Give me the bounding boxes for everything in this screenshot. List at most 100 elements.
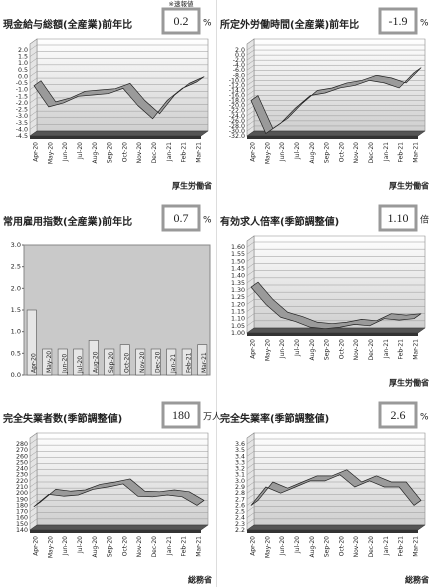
grid-line <box>246 494 425 500</box>
grid-line <box>29 57 208 64</box>
y-tick-label: 2.0 <box>235 47 245 54</box>
x-tick-label: Jun-20 <box>61 354 68 374</box>
grid-line <box>246 457 425 463</box>
x-tick-label: Nov-20 <box>353 142 360 164</box>
y-tick-label: 3.3 <box>235 459 245 466</box>
source: 厚生労働省 <box>389 181 429 191</box>
bar <box>57 348 68 376</box>
grid-line <box>29 451 208 457</box>
y-tick-label: 2.9 <box>235 484 245 491</box>
bar <box>42 348 53 376</box>
y-tick-label: -22.0 <box>229 108 245 115</box>
grid-line <box>29 457 208 463</box>
x-tick-label: Feb-21 <box>398 339 405 360</box>
y-tick-label: -32.0 <box>229 133 245 140</box>
y-tick-label: 3.1 <box>235 472 245 479</box>
bar <box>166 348 177 376</box>
bar <box>73 348 84 376</box>
x-tick-label: May-20 <box>264 536 271 558</box>
x-tick-label: Mar-21 <box>413 142 420 163</box>
unit: % <box>203 216 212 226</box>
highlight-value: -1.9 <box>389 14 408 28</box>
grid-line <box>246 263 425 269</box>
grid-line <box>246 475 425 482</box>
grid-line <box>29 463 208 469</box>
grid-line <box>246 64 425 71</box>
x-tick-label: May-20 <box>264 339 271 361</box>
x-tick-label: Jun-20 <box>279 142 286 162</box>
back-wall <box>36 432 209 526</box>
grid-line <box>246 481 425 488</box>
y-tick-label: -24.0 <box>229 113 245 120</box>
floor-edge <box>247 136 418 139</box>
x-tick-label: Sep-20 <box>324 142 331 163</box>
grid-line <box>29 104 208 110</box>
y-tick-label: 0.0 <box>18 73 28 80</box>
floor <box>29 130 209 137</box>
floor <box>29 524 209 531</box>
x-tick-label: Nov-20 <box>353 339 360 361</box>
grid-line <box>246 277 425 284</box>
x-tick-label: Jan-21 <box>166 536 173 556</box>
y-tick-label: 1.0 <box>11 328 21 336</box>
x-tick-label: Jul-20 <box>77 536 84 554</box>
y-tick-label: 1.0 <box>18 60 28 67</box>
y-tick-label: 170 <box>16 509 28 516</box>
chart-title: 現金給与総額(全産業)前年比 <box>3 18 132 31</box>
y-tick-label: 1.40 <box>231 273 245 280</box>
grid-line <box>246 248 425 255</box>
grid-line <box>29 64 208 71</box>
y-tick-label: 2.6 <box>235 502 245 509</box>
x-tick-label: Mar-21 <box>196 536 203 557</box>
x-tick-label: Feb-21 <box>181 142 188 163</box>
y-tick-label: 3.5 <box>235 447 245 454</box>
x-tick-label: Jul-20 <box>77 142 84 160</box>
y-tick-label: -8.0 <box>233 72 245 79</box>
y-tick-label: -30.0 <box>229 128 245 135</box>
unit: 倍 <box>420 214 429 226</box>
grid-line <box>29 71 208 77</box>
y-tick-label: 1.00 <box>231 330 245 337</box>
chart-title: 所定外労働時間(全産業)前年比 <box>220 18 359 31</box>
x-tick-label: Mar-21 <box>413 339 420 360</box>
y-tick-label: -3.5 <box>16 120 28 127</box>
y-tick-label: 1.30 <box>231 287 245 294</box>
bar <box>197 344 208 376</box>
y-tick-label: 1.5 <box>18 54 28 61</box>
side-wall <box>246 235 255 334</box>
unit: % <box>420 19 429 29</box>
grid-line <box>29 444 208 451</box>
unit: % <box>203 19 212 29</box>
x-tick-label: Apr-20 <box>250 142 257 162</box>
y-tick-label: 1.5 <box>11 306 21 314</box>
y-tick-label: 1.60 <box>231 244 245 251</box>
y-tick-label: 160 <box>16 515 28 522</box>
line-ribbon <box>250 281 422 330</box>
x-tick-label: Apr-20 <box>250 536 257 556</box>
grid-line <box>246 54 425 61</box>
bar <box>88 340 99 376</box>
y-tick-label: -14.0 <box>229 87 245 94</box>
highlight-box <box>161 7 201 35</box>
source: 総務省 <box>405 575 429 585</box>
grid-line <box>29 97 208 104</box>
grid-line <box>29 475 208 482</box>
highlight-box <box>161 204 201 232</box>
bar <box>119 344 130 376</box>
y-tick-label: -4.0 <box>16 126 28 133</box>
line-ribbon <box>250 469 422 506</box>
x-tick-label: Feb-21 <box>185 352 192 373</box>
back-wall <box>36 38 209 132</box>
x-tick-label: Jun-20 <box>62 142 69 162</box>
chart-title: 完全失業率(季節調整値) <box>220 412 329 425</box>
grid-line <box>29 438 208 445</box>
y-tick-label: 1.50 <box>231 258 245 265</box>
grid-line <box>246 59 425 66</box>
chart-title: 常用雇用指数(全産業)前年比 <box>3 215 132 228</box>
y-tick-label: -10.0 <box>229 77 245 84</box>
floor <box>246 327 426 334</box>
y-tick-label: 3.2 <box>235 466 245 473</box>
x-tick-label: Dec-20 <box>154 351 161 373</box>
grid-line <box>246 500 425 506</box>
grid-line <box>246 90 425 96</box>
